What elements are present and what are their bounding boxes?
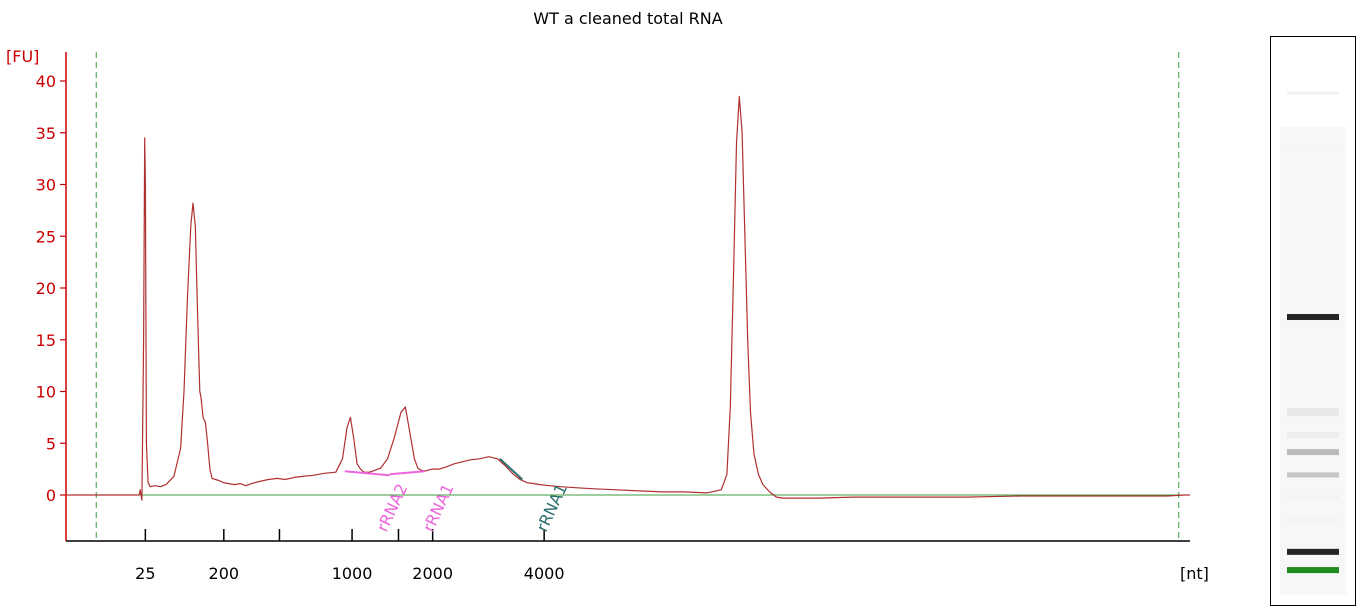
peak-region-line xyxy=(499,458,524,481)
peak-region-line xyxy=(344,470,390,477)
x-tick-label: 2000 xyxy=(412,564,453,583)
gel-marker-band xyxy=(1287,567,1339,574)
gel-image xyxy=(1270,36,1356,606)
peak-annotation-label: rRNA2 xyxy=(373,481,412,535)
y-tick-label: 10 xyxy=(36,383,56,402)
y-axis-unit-label: [FU] xyxy=(6,47,39,66)
gel-band xyxy=(1287,495,1339,500)
gel-band xyxy=(1287,408,1339,417)
gel-lane-background xyxy=(1280,127,1346,595)
x-tick-label: 200 xyxy=(209,564,240,583)
y-tick-label: 30 xyxy=(36,176,56,195)
gel-band xyxy=(1287,148,1339,152)
gel-band xyxy=(1287,314,1339,321)
gel-band xyxy=(1287,91,1339,95)
fluorescence-trace xyxy=(66,95,1190,501)
peak-annotation-label: rRNA1 xyxy=(419,481,458,535)
peak-region-line xyxy=(389,470,425,476)
x-tick-label: 25 xyxy=(135,564,155,583)
y-tick-label: 5 xyxy=(46,434,56,453)
y-tick-label: 25 xyxy=(36,227,56,246)
gel-band xyxy=(1287,449,1339,456)
x-tick-label: 1000 xyxy=(332,564,373,583)
y-tick-label: 40 xyxy=(36,72,56,91)
electropherogram-chart: WT a cleaned total RNA [FU] [nt] 0 5 10 15 2… xyxy=(6,9,1209,583)
x-tick-label: 4000 xyxy=(524,564,565,583)
y-tick-label: 15 xyxy=(36,331,56,350)
gel-band xyxy=(1287,518,1339,523)
x-axis-unit-label: [nt] xyxy=(1180,564,1209,583)
gel-band xyxy=(1287,472,1339,478)
chart-title: WT a cleaned total RNA xyxy=(533,9,722,28)
gel-band xyxy=(1287,432,1339,438)
gel-band xyxy=(1287,548,1339,555)
peak-annotation-label: rRNA1 xyxy=(532,481,571,535)
y-tick-label: 20 xyxy=(36,279,56,298)
y-tick-label: 35 xyxy=(36,124,56,143)
y-tick-label: 0 xyxy=(46,486,56,505)
